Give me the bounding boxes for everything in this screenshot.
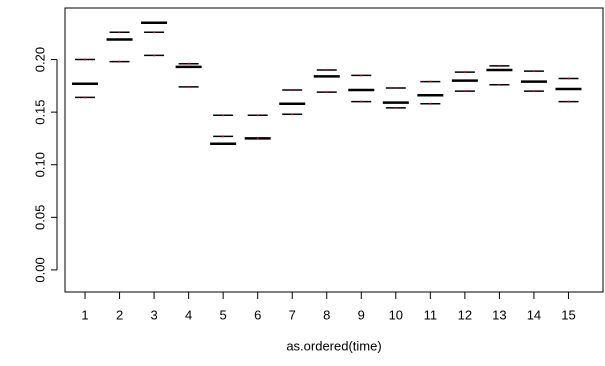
x-tick-label: 13 [492, 307, 506, 322]
bound-marker [118, 31, 121, 34]
bound-marker [463, 71, 466, 74]
bound-marker [360, 74, 363, 77]
bound-marker [187, 62, 190, 65]
bound-marker [360, 100, 363, 103]
y-tick-label: 0.20 [32, 47, 47, 72]
bound-marker [84, 58, 87, 61]
x-tick-label: 7 [289, 307, 296, 322]
bound-marker [394, 106, 397, 109]
y-tick-label: 0.05 [32, 205, 47, 230]
bound-marker [532, 90, 535, 93]
bound-marker [532, 70, 535, 73]
bound-marker [256, 114, 259, 117]
x-tick-label: 12 [458, 307, 472, 322]
bound-marker [394, 86, 397, 89]
x-tick-label: 11 [424, 307, 438, 322]
x-tick-label: 4 [185, 307, 192, 322]
bound-marker [256, 137, 259, 140]
x-tick-label: 8 [323, 307, 330, 322]
bound-marker [153, 54, 156, 57]
bound-marker [567, 100, 570, 103]
x-tick-label: 5 [220, 307, 227, 322]
bound-marker [291, 89, 294, 92]
bound-marker [222, 114, 225, 117]
x-tick-label: 14 [527, 307, 541, 322]
x-tick-label: 9 [358, 307, 365, 322]
y-tick-label: 0.15 [32, 99, 47, 124]
plot-frame [64, 7, 604, 293]
bound-marker [429, 102, 432, 105]
bound-marker [325, 91, 328, 94]
x-axis-label: as.ordered(time) [286, 338, 381, 353]
bound-marker [153, 31, 156, 34]
bound-marker [222, 135, 225, 138]
bound-marker [567, 77, 570, 80]
bound-marker [187, 85, 190, 88]
bound-marker [84, 96, 87, 99]
bound-marker [325, 69, 328, 72]
x-tick-label: 2 [116, 307, 123, 322]
bound-marker [498, 83, 501, 86]
y-tick-label: 0.10 [32, 152, 47, 177]
bound-marker [498, 64, 501, 67]
bound-marker [429, 80, 432, 83]
x-tick-label: 3 [150, 307, 157, 322]
x-tick-label: 1 [81, 307, 88, 322]
bound-marker [118, 60, 121, 63]
x-tick-label: 6 [254, 307, 261, 322]
x-tick-label: 15 [561, 307, 575, 322]
x-tick-label: 10 [389, 307, 403, 322]
bound-marker [463, 90, 466, 93]
bound-marker [291, 113, 294, 116]
y-tick-label: 0.00 [32, 257, 47, 282]
